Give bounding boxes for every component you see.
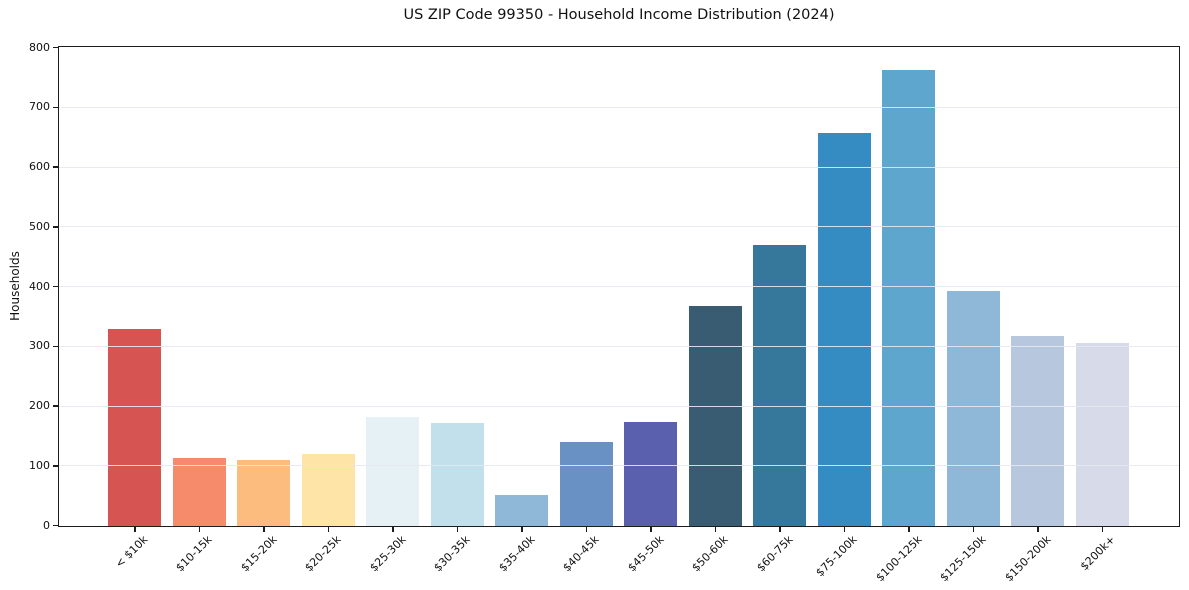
x-tick-mark: [263, 527, 265, 532]
x-tick-label: $125-150k: [937, 533, 989, 585]
bar: [172, 457, 226, 526]
x-tick-mark: [198, 527, 201, 532]
x-tick-label: $10-15k: [173, 533, 215, 575]
x-tick-mark: [714, 527, 717, 532]
chart-title: US ZIP Code 99350 - Household Income Dis…: [403, 7, 835, 23]
bar: [946, 291, 1000, 526]
y-tick-label: 200: [29, 399, 50, 412]
y-tick-label: 400: [29, 279, 50, 293]
x-tick-label: $15-20k: [237, 533, 280, 575]
bar: [430, 423, 484, 526]
x-tick-label: $60-75k: [753, 533, 796, 575]
grid-line: [59, 106, 1179, 108]
grid-line: [59, 405, 1179, 407]
y-tick-label: 600: [29, 160, 50, 173]
bar: [753, 245, 806, 526]
x-tick-mark: [456, 527, 459, 532]
x-tick-mark: [327, 527, 330, 532]
bar: [624, 422, 677, 526]
x-tick-mark: [392, 527, 394, 532]
x-tick-label: $35-40k: [495, 533, 538, 575]
y-tick-label: 500: [29, 219, 50, 233]
y-tick-mark: [53, 345, 58, 347]
grid-line: [59, 345, 1179, 347]
grid-line: [59, 465, 1179, 467]
y-tick-mark: [53, 166, 58, 168]
y-tick-mark: [53, 226, 58, 228]
bar: [1075, 342, 1129, 526]
y-tick-mark: [53, 285, 58, 288]
y-tick-mark: [53, 524, 58, 527]
bar: [237, 460, 290, 526]
bar: [108, 328, 161, 526]
plot-area: [58, 46, 1180, 527]
x-tick-label: < $10k: [112, 533, 151, 571]
x-tick-mark: [1101, 527, 1104, 532]
x-tick-label: $30-35k: [431, 533, 473, 575]
y-tick-label: 800: [29, 40, 50, 54]
grid-line: [59, 286, 1179, 287]
y-tick-label: 700: [29, 100, 50, 114]
x-tick-label: $40-45k: [560, 533, 602, 575]
y-tick-label: 0: [43, 518, 50, 532]
x-tick-label: $75-100k: [813, 533, 860, 580]
x-tick-label: $200k+: [1077, 533, 1118, 574]
x-tick-mark: [843, 527, 846, 532]
bar: [495, 494, 548, 526]
x-tick-mark: [972, 527, 975, 532]
bar: [688, 306, 742, 526]
x-tick-mark: [908, 527, 910, 532]
x-tick-mark: [779, 527, 781, 532]
x-tick-label: $50-60k: [689, 533, 731, 575]
bar: [559, 441, 613, 526]
bar: [366, 416, 419, 526]
y-tick-mark: [53, 465, 58, 467]
bar: [882, 70, 935, 526]
y-tick-mark: [53, 106, 58, 108]
x-tick-label: $150-200k: [1002, 533, 1054, 585]
x-tick-mark: [585, 527, 588, 532]
y-tick-label: 300: [29, 339, 50, 353]
x-tick-mark: [1037, 527, 1039, 532]
y-tick-mark: [53, 46, 58, 49]
y-tick-label: 100: [29, 458, 50, 472]
x-tick-label: $25-30k: [366, 533, 409, 575]
x-tick-label: $100-125k: [873, 533, 925, 585]
x-tick-mark: [134, 527, 136, 532]
x-tick-mark: [521, 527, 523, 532]
bar: [817, 133, 871, 526]
y-tick-mark: [53, 405, 58, 407]
x-tick-label: $45-50k: [624, 533, 667, 575]
bar: [1011, 336, 1064, 526]
grid-line: [59, 226, 1179, 228]
x-tick-mark: [650, 527, 652, 532]
x-tick-label: $20-25k: [302, 533, 344, 575]
grid-line: [59, 166, 1179, 168]
